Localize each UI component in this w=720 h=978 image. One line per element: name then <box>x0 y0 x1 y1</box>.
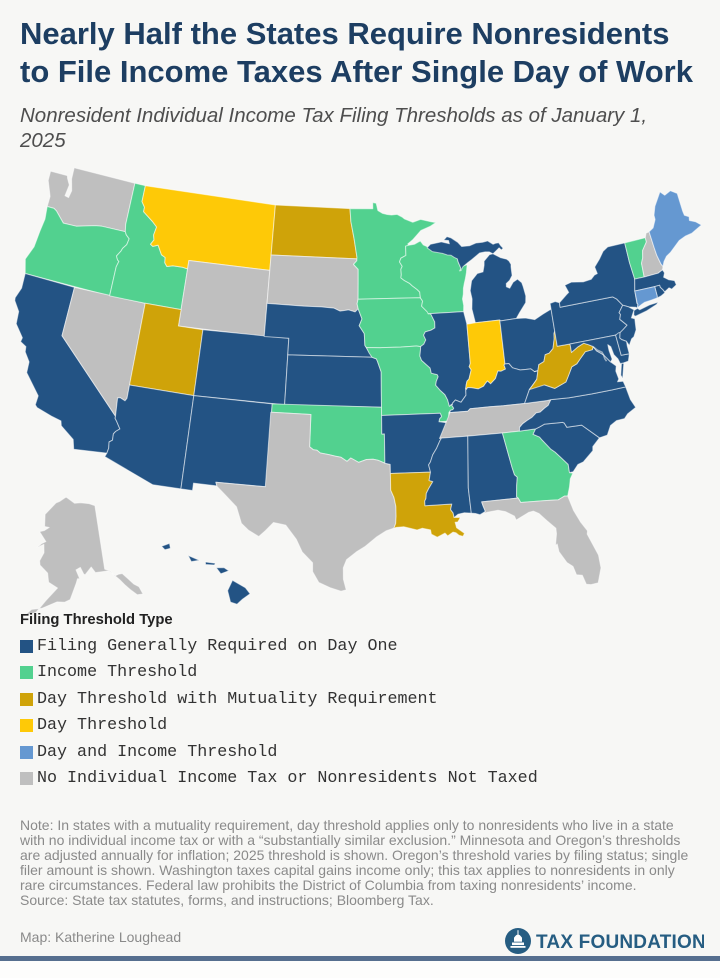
svg-text:TAX FOUNDATION: TAX FOUNDATION <box>536 932 704 953</box>
